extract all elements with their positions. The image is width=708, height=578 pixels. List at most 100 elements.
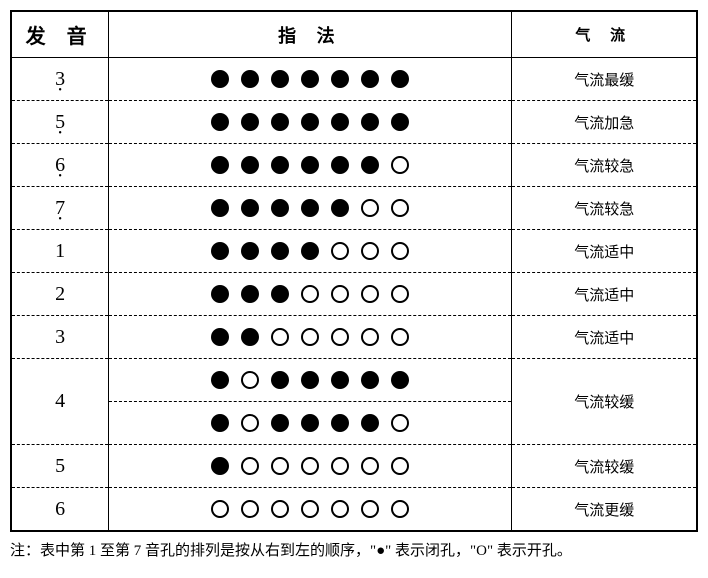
holes-row [113,242,507,260]
holes-row [113,457,507,475]
closed-hole-icon [331,70,349,88]
airflow-cell: 气流较急 [512,187,697,230]
open-hole-icon [241,371,259,389]
note-cell: 5 [11,445,109,488]
holes-row [113,156,507,174]
note-cell: 6 [11,488,109,532]
open-hole-icon [361,285,379,303]
open-hole-icon [391,328,409,346]
closed-hole-icon [211,156,229,174]
open-hole-icon [331,328,349,346]
airflow-cell: 气流加急 [512,101,697,144]
holes-row [113,414,507,432]
note-cell: 4 [11,359,109,445]
open-hole-icon [361,242,379,260]
closed-hole-icon [271,156,289,174]
closed-hole-icon [211,414,229,432]
open-hole-icon [271,328,289,346]
table-row: 3 气流适中 [11,316,697,359]
note-cell: 3 [11,316,109,359]
closed-hole-icon [271,414,289,432]
airflow-cell: 气流较缓 [512,359,697,445]
open-hole-icon [361,500,379,518]
header-note: 发 音 [11,11,109,58]
open-hole-icon [241,457,259,475]
airflow-cell: 气流适中 [512,273,697,316]
note-cell: 1 [11,230,109,273]
holes-row [113,113,507,131]
closed-hole-icon [301,199,319,217]
closed-hole-icon [301,156,319,174]
open-hole-icon [391,199,409,217]
table-body: 3•气流最缓5•气流加急6•气流较急7•气流较急1气流适中2气流适中3气流适中4… [11,58,697,532]
airflow-cell: 气流较缓 [512,445,697,488]
airflow-cell: 气流最缓 [512,58,697,101]
closed-hole-icon [331,199,349,217]
fingering-cell [109,359,512,402]
open-hole-icon [391,242,409,260]
closed-hole-icon [271,113,289,131]
note-cell: 6• [11,144,109,187]
closed-hole-icon [271,242,289,260]
holes-row [113,500,507,518]
closed-hole-icon [271,199,289,217]
open-hole-icon [391,457,409,475]
open-hole-icon [331,500,349,518]
airflow-cell: 气流适中 [512,230,697,273]
closed-hole-icon [391,371,409,389]
header-airflow: 气 流 [512,11,697,58]
fingering-cell [109,144,512,187]
fingering-table-container: 发 音 指 法 气 流 3•气流最缓5•气流加急6•气流较急7•气流较急1气流适… [10,10,698,563]
closed-hole-icon [241,156,259,174]
closed-hole-icon [241,328,259,346]
open-hole-icon [301,328,319,346]
closed-hole-icon [211,328,229,346]
note-cell: 2 [11,273,109,316]
open-hole-icon [301,457,319,475]
closed-hole-icon [391,70,409,88]
table-row: 5• 气流加急 [11,101,697,144]
closed-hole-icon [301,414,319,432]
airflow-cell: 气流较急 [512,144,697,187]
closed-hole-icon [211,371,229,389]
closed-hole-icon [361,371,379,389]
airflow-cell: 气流适中 [512,316,697,359]
open-hole-icon [301,285,319,303]
closed-hole-icon [241,242,259,260]
open-hole-icon [361,328,379,346]
note-cell: 5• [11,101,109,144]
table-row: 7• 气流较急 [11,187,697,230]
table-row: 2 气流适中 [11,273,697,316]
closed-hole-icon [361,156,379,174]
open-hole-icon [241,500,259,518]
open-hole-icon [391,414,409,432]
fingering-table: 发 音 指 法 气 流 3•气流最缓5•气流加急6•气流较急7•气流较急1气流适… [10,10,698,532]
fingering-cell [109,402,512,445]
closed-hole-icon [211,285,229,303]
note-cell: 7• [11,187,109,230]
closed-hole-icon [331,156,349,174]
closed-hole-icon [301,70,319,88]
open-hole-icon [391,500,409,518]
closed-hole-icon [331,371,349,389]
fingering-cell [109,488,512,532]
open-hole-icon [331,242,349,260]
closed-hole-icon [361,414,379,432]
closed-hole-icon [241,113,259,131]
fingering-cell [109,316,512,359]
table-row: 4气流较缓 [11,359,697,402]
table-row: 3•气流最缓 [11,58,697,101]
closed-hole-icon [211,199,229,217]
table-row: 1 气流适中 [11,230,697,273]
closed-hole-icon [241,199,259,217]
fingering-cell [109,187,512,230]
holes-row [113,285,507,303]
table-row: 5 气流较缓 [11,445,697,488]
table-row: 6气流更缓 [11,488,697,532]
closed-hole-icon [361,113,379,131]
closed-hole-icon [301,371,319,389]
fingering-cell [109,273,512,316]
closed-hole-icon [211,457,229,475]
closed-hole-icon [241,70,259,88]
fingering-cell [109,58,512,101]
